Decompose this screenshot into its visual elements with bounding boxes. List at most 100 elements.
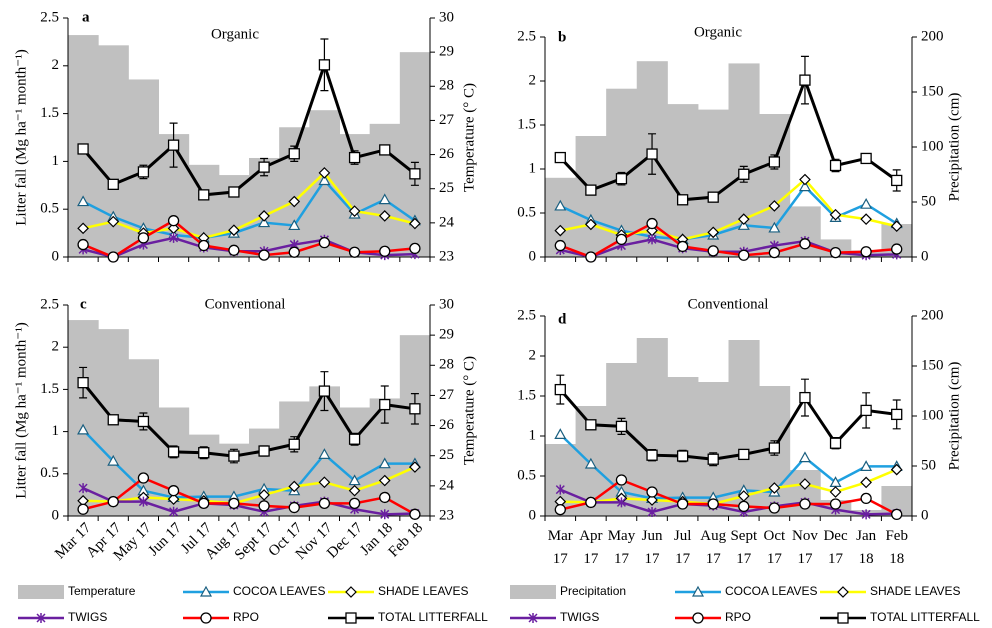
x-tick-label: Feb 18 xyxy=(386,520,426,560)
marker xyxy=(409,217,421,230)
y2-axis-label: Temperature (° C) xyxy=(461,83,477,192)
x-tick-label: Feb 18 xyxy=(885,528,908,567)
series-line xyxy=(559,433,897,500)
series-line xyxy=(82,429,415,499)
y2-tick-label: 28 xyxy=(439,78,454,94)
marker xyxy=(169,232,179,243)
marker xyxy=(738,168,750,180)
marker xyxy=(288,438,300,450)
panel-label: a xyxy=(82,9,90,25)
y-tick-label: 1 xyxy=(52,423,60,439)
marker xyxy=(258,249,270,261)
marker xyxy=(860,492,872,505)
y2-tick-label: 200 xyxy=(921,28,944,44)
marker xyxy=(107,215,120,228)
marker xyxy=(77,238,89,251)
panel-title: Conventional xyxy=(205,296,286,312)
marker xyxy=(258,500,270,512)
marker xyxy=(615,233,628,246)
y-tick-label: 2.5 xyxy=(517,28,536,44)
legend: Temperature COCOA LEAVES SHADE LEAVES TWIGS… xyxy=(18,584,488,624)
marker xyxy=(345,586,357,598)
marker xyxy=(829,498,842,510)
marker xyxy=(676,194,689,206)
x-tick-label: Sept 17 xyxy=(730,528,758,567)
marker xyxy=(692,612,704,624)
x-tick-label: Jun 17 xyxy=(641,528,663,567)
marker xyxy=(891,408,903,421)
y-axis-label: Litter fall (Mg ha⁻¹ month⁻¹) xyxy=(13,322,29,498)
marker xyxy=(199,585,213,597)
marker xyxy=(288,219,301,231)
marker xyxy=(198,447,210,459)
marker xyxy=(107,178,119,190)
y-tick-label: 2.5 xyxy=(517,307,536,323)
marker xyxy=(799,391,811,404)
marker xyxy=(737,213,750,226)
x-tick-label: Mar 17 xyxy=(547,528,573,567)
marker xyxy=(860,404,872,417)
marker xyxy=(345,612,357,624)
marker xyxy=(77,143,89,155)
marker xyxy=(77,503,89,515)
marker xyxy=(167,215,180,227)
marker xyxy=(228,224,240,237)
marker xyxy=(554,383,566,396)
marker xyxy=(799,74,811,86)
y2-axis-label: Precipitation (cm) xyxy=(946,93,962,202)
marker xyxy=(318,59,331,71)
y2-tick-label: 50 xyxy=(921,193,936,209)
y-tick-label: 1.5 xyxy=(517,116,536,132)
marker xyxy=(615,173,628,185)
y2-tick-label: 29 xyxy=(439,327,454,343)
legend-label: SHADE LEAVES xyxy=(378,584,468,598)
x-tick-label: Apr 17 xyxy=(579,528,603,567)
marker xyxy=(288,501,300,514)
marker xyxy=(768,482,781,494)
marker xyxy=(768,502,781,514)
marker xyxy=(318,167,331,179)
marker xyxy=(198,239,210,252)
marker xyxy=(585,419,597,431)
marker xyxy=(348,151,361,164)
marker xyxy=(167,139,180,151)
marker xyxy=(169,506,179,517)
marker xyxy=(318,174,331,186)
marker xyxy=(258,445,270,457)
y-tick-label: 1 xyxy=(529,160,537,176)
y2-tick-label: 0 xyxy=(921,507,929,523)
marker xyxy=(409,168,421,180)
y-tick-label: 0 xyxy=(529,248,537,264)
marker xyxy=(615,474,628,486)
legend-label: TWIGS xyxy=(68,610,107,624)
marker xyxy=(768,442,781,454)
y-tick-label: 2 xyxy=(529,347,537,363)
y-tick-label: 0.5 xyxy=(40,465,59,481)
panel-title: Organic xyxy=(211,26,259,42)
y2-tick-label: 50 xyxy=(921,457,936,473)
marker xyxy=(167,446,180,458)
marker xyxy=(528,613,538,623)
marker xyxy=(258,216,271,228)
marker xyxy=(378,193,391,205)
marker xyxy=(829,437,842,449)
marker xyxy=(288,195,301,208)
marker xyxy=(616,497,626,508)
x-tick-label: Nov 17 xyxy=(792,528,818,567)
y2-tick-label: 25 xyxy=(439,180,454,196)
y-tick-label: 2 xyxy=(52,339,60,355)
marker xyxy=(554,503,566,516)
marker xyxy=(318,497,331,509)
marker xyxy=(77,423,90,435)
bar xyxy=(279,401,310,516)
marker xyxy=(348,484,361,497)
y2-tick-label: 24 xyxy=(439,214,455,230)
x-tick-label: Jan 18 xyxy=(856,528,877,567)
marker xyxy=(77,195,90,207)
marker xyxy=(554,224,567,237)
bar xyxy=(667,104,699,257)
y-tick-label: 2.5 xyxy=(40,9,59,25)
marker xyxy=(167,493,180,505)
marker xyxy=(318,448,331,459)
